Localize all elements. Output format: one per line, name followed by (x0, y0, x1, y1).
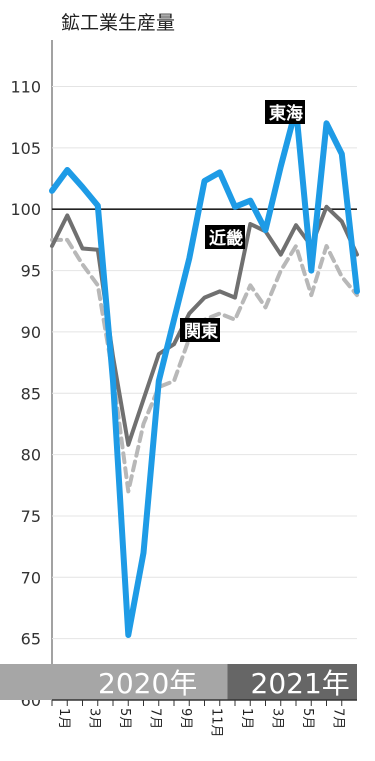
grid (51, 40, 357, 701)
y-tick-label: 70 (21, 568, 41, 587)
x-tick-label: 7月 (148, 708, 163, 729)
series-lines (49, 105, 360, 638)
x-tick-label: 1月 (239, 708, 254, 729)
x-tick-label: 5月 (117, 708, 132, 729)
y-tick-label: 100 (10, 200, 41, 219)
x-axis: 1月 3月 5月 7月 9月 11月 1月 3月 5月 7月 (51, 699, 357, 738)
series-label-box (265, 100, 305, 124)
series-line-東海 (49, 105, 360, 638)
x-tick-label: 11月 (209, 708, 224, 738)
series-label-box (180, 318, 220, 342)
series-line-関東 (50, 237, 359, 494)
year-band-left-cap (0, 664, 52, 700)
x-tick-label: 5月 (300, 708, 315, 729)
series-label: 東海 (269, 103, 303, 124)
year-band-label: 2020年 (98, 667, 197, 700)
series-label: 関東 (184, 321, 218, 342)
x-tick-label: 3月 (87, 708, 102, 729)
x-tick-label: 3月 (270, 708, 285, 729)
year-bands: 2020年 2021年 (0, 664, 357, 700)
y-tick-label: 110 (10, 78, 41, 97)
x-tick-label: 9月 (178, 708, 193, 729)
chart-title: 鉱工業生産量 (61, 12, 176, 34)
y-tick-label: 75 (21, 507, 41, 526)
year-band-label: 2021年 (251, 667, 350, 700)
year-band (52, 664, 228, 700)
year-band (227, 664, 357, 700)
y-tick-label: 105 (10, 139, 41, 158)
y-tick-label: 90 (21, 323, 41, 342)
series-label-box (205, 225, 245, 249)
x-tick-label: 7月 (331, 708, 346, 729)
y-tick-label: 85 (21, 384, 41, 403)
series-label: 近畿 (209, 228, 243, 249)
y-tick-label: 65 (21, 630, 41, 649)
y-tick-label: 80 (21, 446, 41, 465)
y-tick-label: 95 (21, 262, 41, 281)
x-tick-label: 1月 (56, 708, 71, 729)
